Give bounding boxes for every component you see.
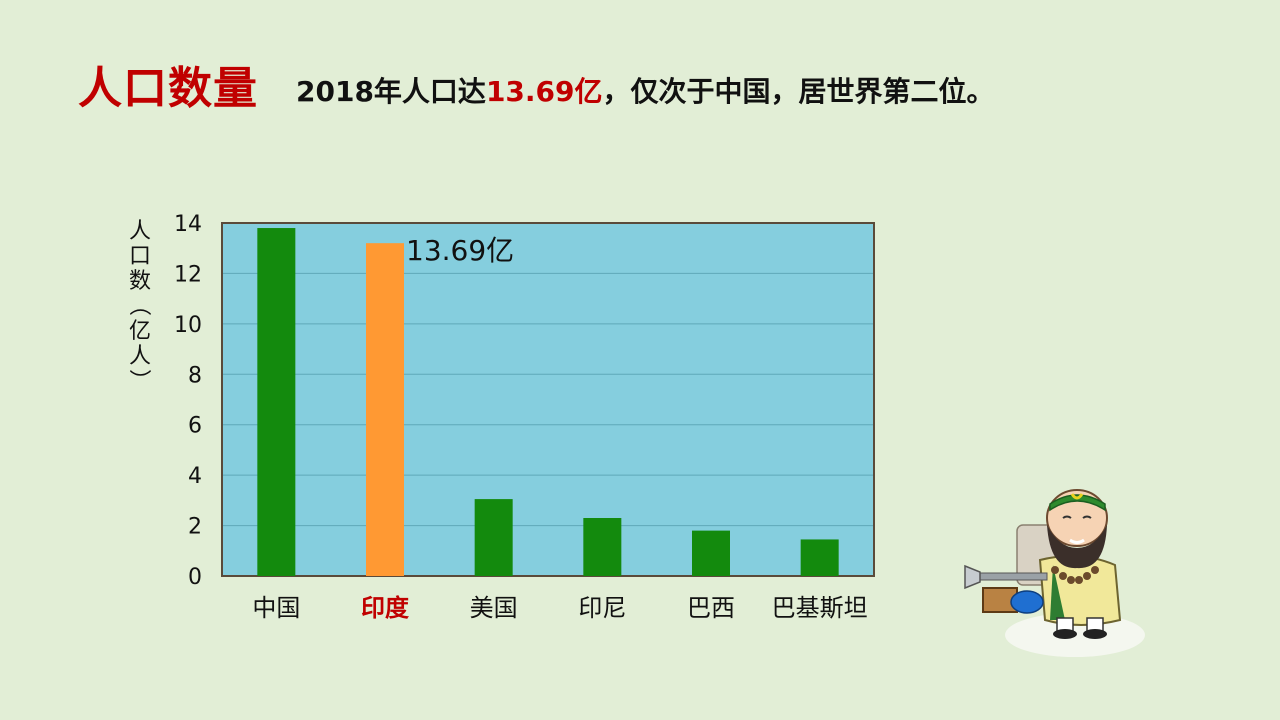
y-tick-label: 8 xyxy=(188,363,202,388)
bar-1 xyxy=(257,228,296,577)
x-tick-label: 印尼 xyxy=(578,594,626,622)
y-tick-label: 6 xyxy=(188,414,202,439)
y-axis-label-char: ） xyxy=(126,369,151,391)
x-tick-label: 美国 xyxy=(470,594,518,622)
y-tick-label: 4 xyxy=(188,464,202,489)
bar-5 xyxy=(692,530,730,576)
y-tick-label: 12 xyxy=(174,262,202,287)
y-tick-label: 10 xyxy=(174,313,202,338)
y-axis-label-char: 数 xyxy=(129,269,151,294)
y-axis-label-char: 人 xyxy=(129,344,151,369)
y-tick-label: 2 xyxy=(188,515,202,540)
x-tick-label: 巴西 xyxy=(687,594,735,622)
bar-4 xyxy=(583,518,622,576)
y-axis-label-char: （ xyxy=(126,294,151,316)
y-axis-label-char: 人 xyxy=(129,219,151,244)
x-tick-label: 印度 xyxy=(361,594,410,622)
x-tick-label: 中国 xyxy=(252,594,300,622)
bar-3 xyxy=(474,499,513,576)
y-tick-label: 14 xyxy=(174,212,202,237)
plot-area xyxy=(222,223,874,576)
subtitle-highlight: 13.69亿 xyxy=(485,75,603,108)
y-axis-label-char: 口 xyxy=(129,244,151,269)
x-tick-label: 巴基斯坦 xyxy=(772,594,868,622)
page-title: 人口数量 xyxy=(78,63,258,114)
y-tick-label: 0 xyxy=(188,565,202,590)
bar-6 xyxy=(800,539,839,576)
subtitle-suffix: ，仅次于中国，居世界第二位。 xyxy=(602,75,995,108)
plot-frame xyxy=(221,222,875,577)
data-label: 13.69亿 xyxy=(406,234,514,267)
y-axis-label-char: 亿 xyxy=(129,319,151,344)
page-subtitle: 2018年人口达13.69亿，仅次于中国，居世界第二位。 xyxy=(296,70,995,110)
cartoon-monk-character-icon xyxy=(964,489,1145,657)
bar-2 xyxy=(366,243,404,576)
subtitle-prefix: 2018年人口达 xyxy=(296,75,486,108)
